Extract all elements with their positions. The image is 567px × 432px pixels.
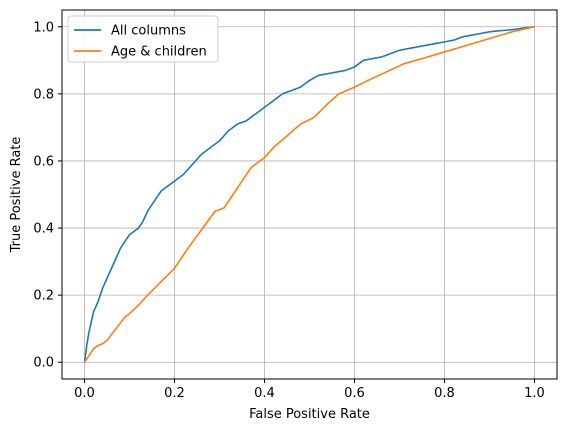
series-line-1 <box>83 25 535 363</box>
series-line-2 <box>83 25 535 363</box>
y-tick-label: 0.8 <box>33 87 54 102</box>
y-tick-label: 0.2 <box>33 289 54 304</box>
x-tick-label: 0.2 <box>164 386 185 401</box>
series-lines <box>83 25 535 363</box>
axis-ticks: 0.0 0.2 0.4 0.6 0.8 1.0 0.0 0.2 0.4 0.6 0.8 1.0 <box>33 20 545 401</box>
legend: All columns Age & children <box>67 15 219 63</box>
y-axis-label: True Positive Rate <box>9 137 24 254</box>
plot-frame <box>61 9 558 380</box>
y-tick-label: 0.0 <box>33 356 54 371</box>
legend-box <box>67 15 219 63</box>
y-tick-label: 0.4 <box>33 222 54 237</box>
legend-label: Age & children <box>111 45 207 60</box>
x-tick-label: 0.0 <box>74 386 95 401</box>
y-tick-label: 1.0 <box>33 20 54 35</box>
x-axis-label: False Positive Rate <box>249 407 370 422</box>
x-tick-label: 0.4 <box>254 386 275 401</box>
x-tick-label: 0.8 <box>434 386 455 401</box>
y-tick-label: 0.6 <box>33 154 54 169</box>
x-tick-label: 0.6 <box>344 386 365 401</box>
x-tick-label: 1.0 <box>524 386 545 401</box>
grid-lines <box>62 10 557 379</box>
legend-label: All columns <box>111 24 186 39</box>
